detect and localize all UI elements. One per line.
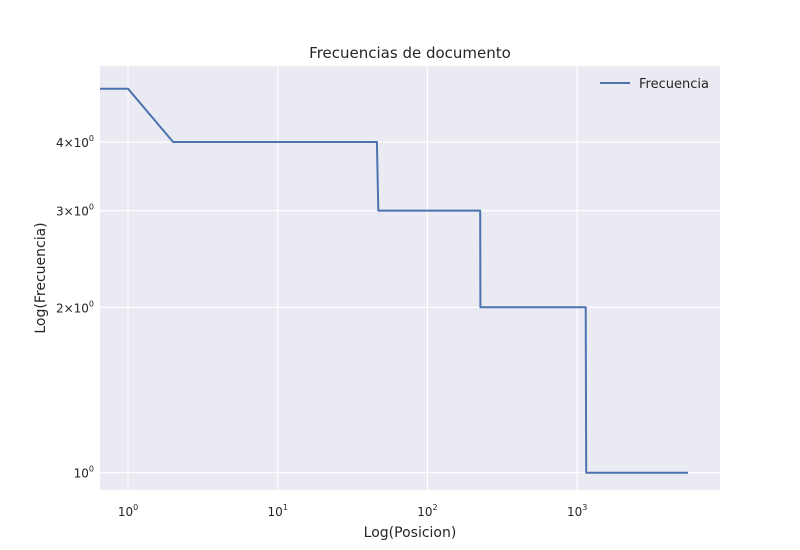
- y-tick-label-3: 4×100: [56, 134, 94, 150]
- y-tick-label-1: 2×100: [56, 299, 94, 315]
- plot-background: [100, 66, 720, 490]
- x-tick-labels: 100 101 102 103: [118, 503, 588, 519]
- legend-label: Frecuencia: [639, 77, 709, 92]
- x-tick-label-0: 100: [118, 503, 138, 519]
- series-layer: [100, 87, 688, 474]
- x-tick-label-1: 101: [268, 503, 288, 519]
- x-axis-label: Log(Posicion): [364, 525, 457, 541]
- y-tick-labels: 100 2×100 3×100 4×100: [56, 134, 94, 481]
- series-line-0: [100, 87, 688, 474]
- y-tick-label-0: 100: [74, 465, 94, 481]
- legend: Frecuencia: [600, 77, 709, 92]
- y-tick-label-2: 3×100: [56, 203, 94, 219]
- y-axis-label: Log(Frecuencia): [33, 222, 49, 333]
- x-tick-label-2: 102: [417, 503, 437, 519]
- x-tick-label-3: 103: [567, 503, 587, 519]
- chart-title: Frecuencias de documento: [309, 44, 511, 62]
